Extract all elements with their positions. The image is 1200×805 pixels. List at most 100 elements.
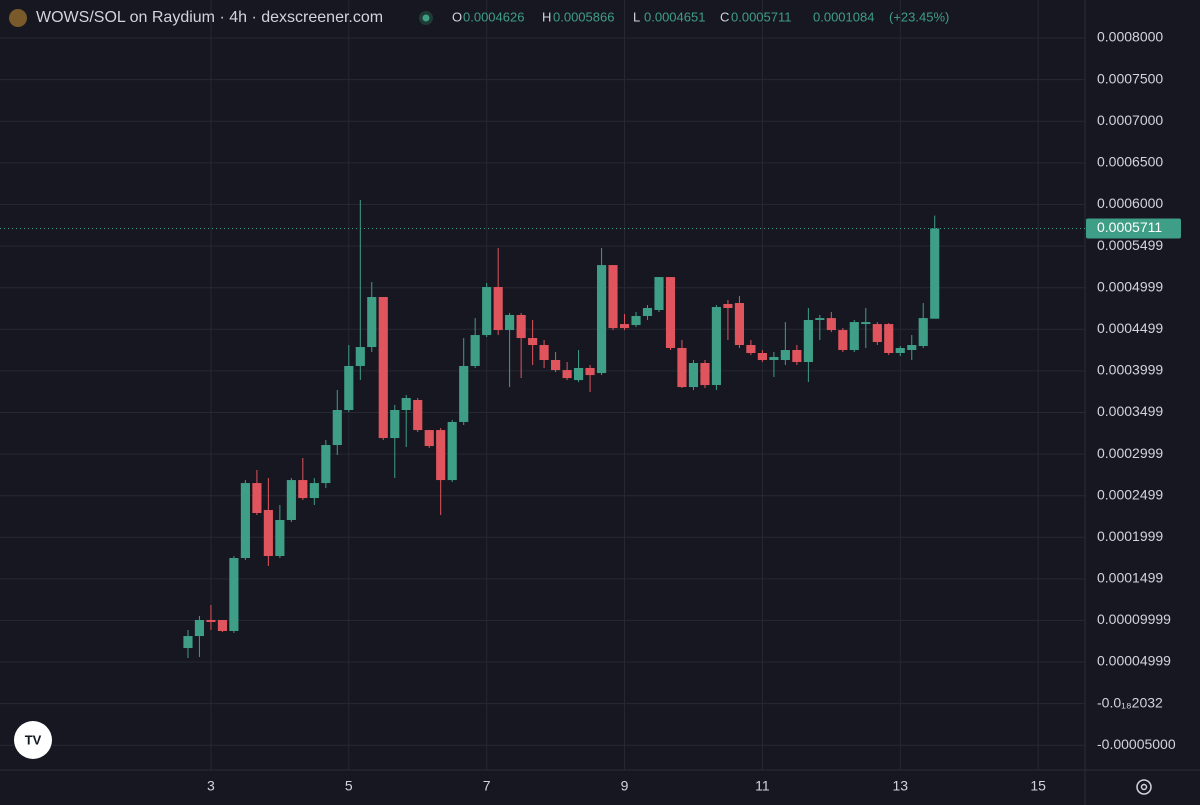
- x-tick-label: 15: [1030, 778, 1046, 794]
- candle-body: [849, 322, 859, 351]
- y-tick-label: 0.0004999: [1097, 278, 1163, 294]
- y-tick-label: 0.00004999: [1097, 653, 1171, 669]
- candle-body: [493, 287, 503, 331]
- candle-body: [539, 345, 549, 360]
- y-tick-label: 0.0008000: [1097, 29, 1163, 45]
- chart-title: WOWS/SOL on Raydium · 4h · dexscreener.c…: [36, 9, 383, 26]
- candle-body: [183, 636, 193, 649]
- x-tick-label: 9: [621, 778, 629, 794]
- candle-body: [298, 480, 308, 499]
- ohlc-value: 0.0004651: [644, 9, 705, 24]
- x-tick-label: 5: [345, 778, 353, 794]
- candle-body: [206, 619, 216, 622]
- x-tick-label: 7: [483, 778, 491, 794]
- candle-body: [619, 324, 630, 329]
- candle-body: [217, 619, 228, 631]
- settings-icon[interactable]: [1136, 779, 1152, 795]
- candle-body: [516, 314, 526, 339]
- change-value: 0.0001084: [813, 9, 874, 24]
- x-tick-label: 11: [755, 778, 770, 794]
- y-tick-label: 0.0007000: [1097, 112, 1163, 128]
- candle-body: [286, 480, 296, 520]
- candle-body: [355, 347, 365, 366]
- candle-body: [895, 348, 905, 354]
- candle-body: [723, 304, 733, 308]
- candle-body: [665, 277, 676, 349]
- candle-body: [769, 357, 779, 360]
- ohlc-key: H: [542, 9, 551, 24]
- candle-body: [642, 308, 653, 316]
- candle-body: [424, 430, 434, 447]
- candle-body: [757, 353, 767, 360]
- candle-body: [596, 265, 607, 374]
- candle-body: [872, 324, 882, 343]
- candle-body: [688, 362, 699, 388]
- candle-body: [654, 277, 664, 310]
- ohlc-key: O: [452, 9, 462, 24]
- y-tick-label: -0.0₁₈2032: [1097, 694, 1163, 710]
- candle-body: [838, 330, 848, 351]
- candle-body: [861, 322, 871, 325]
- candle-body: [677, 348, 687, 388]
- y-tick-label: -0.00005000: [1097, 736, 1176, 752]
- y-tick-label: 0.0001999: [1097, 528, 1163, 544]
- candle-body: [263, 510, 273, 557]
- candles: [0, 200, 1085, 659]
- candle-body: [792, 350, 802, 362]
- candle-body: [551, 359, 561, 371]
- candle-body: [482, 287, 492, 336]
- last-price-label: 0.0005711: [1097, 219, 1162, 235]
- candle-body: [194, 619, 204, 637]
- candle-body: [631, 315, 641, 326]
- candle-body: [413, 400, 423, 431]
- candle-body: [275, 519, 285, 557]
- candle-body: [803, 319, 813, 362]
- candle-body: [815, 318, 825, 320]
- settings-icon-center: [1140, 783, 1148, 791]
- candle-body: [390, 410, 400, 439]
- candle-body: [918, 318, 928, 347]
- grid: [0, 0, 1085, 770]
- candle-body: [780, 350, 790, 360]
- tv-logo[interactable]: [14, 721, 52, 759]
- status-dot: [422, 14, 430, 22]
- candle-body: [252, 483, 262, 514]
- ohlc-value: 0.0005866: [553, 9, 614, 24]
- candle-body: [229, 558, 239, 631]
- y-tick-label: 0.0005499: [1097, 237, 1163, 253]
- x-tick-label: 13: [892, 778, 908, 794]
- last-price-tag: [1086, 218, 1181, 239]
- candle-body: [711, 307, 721, 386]
- candle-body: [700, 362, 710, 386]
- y-tick-label: 0.0002999: [1097, 445, 1163, 461]
- candle-body: [573, 367, 584, 381]
- candle-body: [608, 265, 618, 329]
- candle-body: [332, 410, 342, 446]
- candle-body: [826, 318, 836, 331]
- candle-body: [447, 421, 457, 481]
- y-tick-label: 0.0003999: [1097, 362, 1163, 378]
- candle-body: [930, 228, 940, 319]
- ohlc-value: 0.0004626: [463, 9, 524, 24]
- ohlc-value: 0.0005711: [731, 9, 792, 24]
- candle-body: [401, 398, 411, 411]
- y-tick-label: 0.0006000: [1097, 195, 1163, 211]
- ohlc-header: O 0.0004626 H 0.0005866 L 0.0004651 C 0.0005711…: [452, 9, 949, 24]
- x-tick-label: 3: [207, 778, 215, 794]
- candle-body: [734, 303, 745, 346]
- candle-body: [344, 365, 354, 411]
- y-tick-label: 0.0003499: [1097, 403, 1163, 419]
- y-tick-label: 0.0001499: [1097, 570, 1163, 586]
- tv-logo-mark: TV: [25, 732, 42, 747]
- y-tick-label: 0.00009999: [1097, 611, 1171, 627]
- candle-body: [505, 314, 515, 331]
- y-tick-label: 0.0006500: [1097, 154, 1163, 170]
- y-tick-label: 0.0002499: [1097, 486, 1163, 502]
- candle-body: [585, 367, 595, 376]
- y-tick-label: 0.0007500: [1097, 70, 1163, 86]
- candle-body: [367, 297, 377, 348]
- candle-body: [240, 483, 250, 559]
